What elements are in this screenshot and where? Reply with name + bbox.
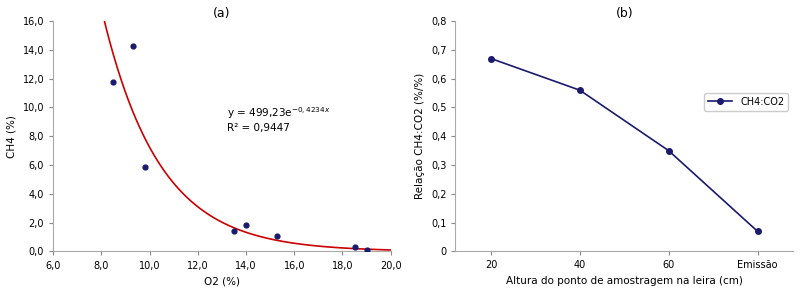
Title: (b): (b) — [615, 7, 633, 20]
CH4:CO2 — [664, 149, 674, 152]
Point — [271, 233, 284, 238]
X-axis label: Altura do ponto de amostragem na leira (cm): Altura do ponto de amostragem na leira (… — [506, 276, 742, 286]
Point — [227, 228, 240, 233]
Title: (a): (a) — [213, 7, 230, 20]
Point — [138, 164, 151, 169]
CH4:CO2 — [753, 229, 762, 233]
X-axis label: O2 (%): O2 (%) — [204, 276, 240, 286]
Legend: CH4:CO2: CH4:CO2 — [704, 93, 788, 111]
Point — [107, 79, 120, 84]
Line: CH4:CO2: CH4:CO2 — [488, 56, 760, 234]
Point — [360, 247, 373, 252]
Point — [240, 222, 253, 227]
Y-axis label: Relação CH4:CO2 (%/%): Relação CH4:CO2 (%/%) — [415, 73, 426, 200]
Y-axis label: CH4 (%): CH4 (%) — [7, 115, 17, 158]
CH4:CO2 — [575, 88, 585, 92]
Text: y = 499,23e$^{-0,4234x}$
R² = 0,9447: y = 499,23e$^{-0,4234x}$ R² = 0,9447 — [226, 105, 330, 133]
CH4:CO2 — [486, 57, 496, 60]
Point — [126, 43, 139, 48]
Point — [348, 245, 361, 250]
